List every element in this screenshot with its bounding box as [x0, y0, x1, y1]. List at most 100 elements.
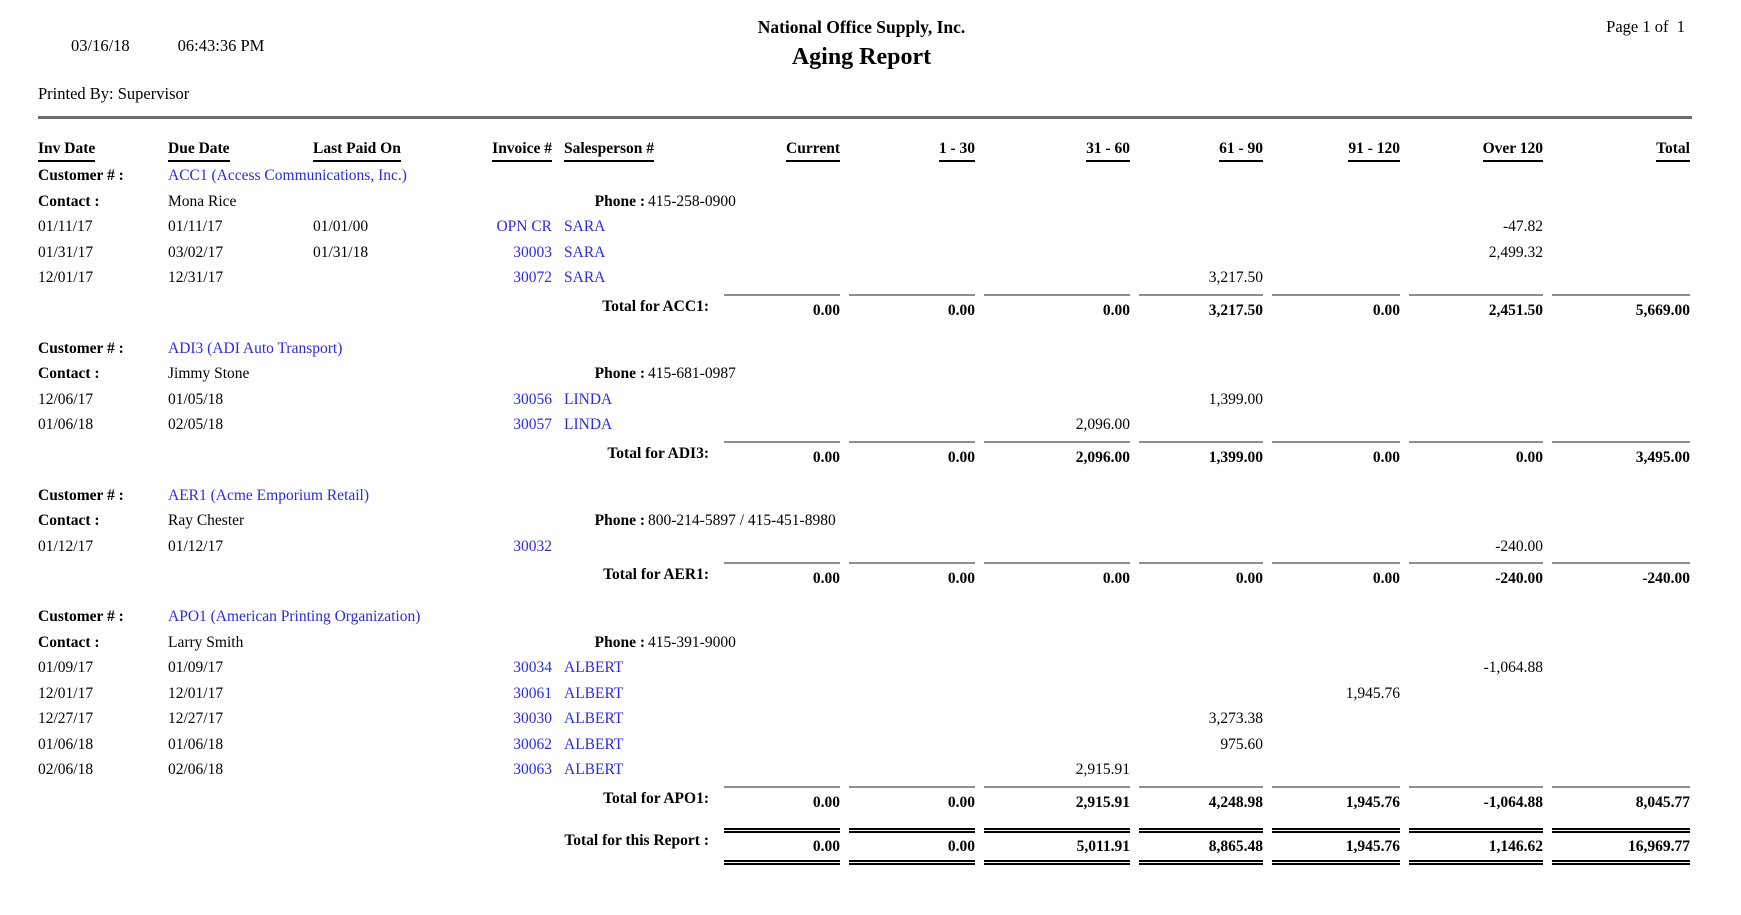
- amount-total: [1543, 732, 1690, 758]
- customer-total-61-90: 0.00: [1139, 562, 1263, 591]
- invoice-number[interactable]: 30003: [513, 243, 552, 261]
- amount-31-60: [975, 387, 1130, 413]
- invoice-number[interactable]: 30061: [513, 684, 552, 702]
- amount-over-120: [1400, 757, 1543, 783]
- inv-date: 02/06/18: [38, 761, 94, 778]
- report-total-total: 16,969.77: [1552, 827, 1690, 865]
- customer-section: Customer # : ACC1 (Access Communications,…: [38, 163, 1741, 323]
- report-total-31-60: 5,011.91: [984, 827, 1130, 865]
- report-total-61-90: 8,865.48: [1139, 827, 1263, 865]
- customer-name[interactable]: ADI3 (ADI Auto Transport): [168, 339, 343, 357]
- customer-name[interactable]: AER1 (Acme Emporium Retail): [168, 486, 370, 504]
- amount-31-60: [975, 534, 1130, 560]
- col-header-91-120: 91 - 120: [1263, 135, 1400, 163]
- salesperson[interactable]: SARA: [564, 218, 606, 235]
- invoice-number[interactable]: 30063: [513, 761, 552, 778]
- amount-current: [715, 412, 840, 438]
- customer-total-1-30: 0.00: [849, 562, 975, 591]
- page-number: Page 1 of 1: [1606, 17, 1685, 36]
- report-total-label: Total for this Report :: [564, 831, 709, 849]
- report-body: Customer # : ACC1 (Access Communications,…: [38, 163, 1741, 815]
- invoice-number[interactable]: 30034: [513, 659, 552, 676]
- customer-total-over-120: -240.00: [1409, 562, 1543, 591]
- amount-31-60: 2,915.91: [1075, 761, 1130, 778]
- amount-61-90: [1130, 534, 1263, 560]
- col-header-31-60: 31 - 60: [975, 135, 1130, 163]
- due-date: 12/31/17: [168, 269, 224, 286]
- customer-total-91-120: 0.00: [1272, 440, 1400, 470]
- amount-91-120: 1,945.76: [1345, 684, 1400, 702]
- amount-current: [715, 387, 840, 413]
- invoice-number[interactable]: 30032: [513, 537, 552, 555]
- salesperson[interactable]: SARA: [564, 243, 606, 261]
- invoice-number[interactable]: OPN CR: [496, 218, 552, 235]
- amount-61-90: [1130, 655, 1263, 681]
- customer-total-row: Total for APO1: 0.00 0.00 2,915.91 4,248.98 1…: [38, 785, 1741, 815]
- salesperson[interactable]: SARA: [564, 269, 606, 286]
- amount-31-60: [975, 706, 1130, 732]
- invoice-row: 01/06/18 01/06/18 30062 ALBERT 975.60: [38, 732, 1741, 758]
- col-header-inv-date: Inv Date: [38, 135, 168, 163]
- amount-31-60: [975, 265, 1130, 291]
- customer-total-total: 8,045.77: [1552, 785, 1690, 815]
- customer-total-label: Total for ADI3:: [607, 444, 709, 462]
- amount-31-60: [975, 732, 1130, 758]
- invoice-row: 01/11/17 01/11/17 01/01/00 OPN CR SARA -47.82: [38, 214, 1741, 240]
- amount-1-30: [840, 706, 975, 732]
- invoice-number[interactable]: 30030: [513, 710, 552, 727]
- customer-total-row: Total for ADI3: 0.00 0.00 2,096.00 1,399.00 0…: [38, 440, 1741, 470]
- inv-date: 01/31/17: [38, 243, 94, 261]
- salesperson[interactable]: ALBERT: [564, 684, 624, 702]
- customer-name[interactable]: APO1 (American Printing Organization): [168, 608, 421, 625]
- contact-label: Contact :: [38, 633, 100, 651]
- contact-label: Contact :: [38, 192, 100, 210]
- salesperson[interactable]: LINDA: [564, 416, 613, 433]
- amount-current: [715, 757, 840, 783]
- salesperson[interactable]: ALBERT: [564, 735, 624, 753]
- amount-61-90: 3,273.38: [1208, 710, 1263, 727]
- amount-91-120: [1263, 534, 1400, 560]
- customer-name[interactable]: ACC1 (Access Communications, Inc.): [168, 167, 407, 184]
- print-info: 03/16/18 06:43:36 PM Printed By: Supervis…: [38, 16, 468, 104]
- salesperson[interactable]: ALBERT: [564, 710, 624, 727]
- inv-date: 12/01/17: [38, 684, 94, 702]
- col-header-total: Total: [1543, 135, 1690, 163]
- phone-value: 415-681-0987: [648, 365, 736, 382]
- amount-total: [1543, 681, 1690, 707]
- invoice-number[interactable]: 30057: [513, 416, 552, 433]
- amount-31-60: [975, 214, 1130, 240]
- col-header-61-90: 61 - 90: [1130, 135, 1263, 163]
- invoice-number[interactable]: 30056: [513, 390, 552, 408]
- invoice-row: 01/12/17 01/12/17 30032 -240.00: [38, 534, 1741, 560]
- invoice-number[interactable]: 30072: [513, 269, 552, 286]
- salesperson[interactable]: LINDA: [564, 390, 613, 408]
- amount-over-120: [1400, 732, 1543, 758]
- last-paid-on: [313, 732, 430, 758]
- customer-total-current: 0.00: [724, 562, 840, 591]
- salesperson[interactable]: ALBERT: [564, 761, 624, 778]
- invoice-number[interactable]: 30062: [513, 735, 552, 753]
- customer-number-label: Customer # :: [38, 339, 124, 357]
- invoice-row: 12/01/17 12/01/17 30061 ALBERT 1,945.76: [38, 681, 1741, 707]
- invoice-row: 01/06/18 02/05/18 30057 LINDA 2,096.00: [38, 412, 1741, 438]
- due-date: 01/11/17: [168, 218, 223, 235]
- due-date: 01/09/17: [168, 659, 224, 676]
- amount-over-120: [1400, 412, 1543, 438]
- printed-by: Printed By: Supervisor: [38, 84, 190, 103]
- amount-61-90: [1130, 681, 1263, 707]
- print-date: 03/16/18: [71, 36, 130, 55]
- amount-91-120: [1263, 214, 1400, 240]
- amount-31-60: [975, 655, 1130, 681]
- report-total-row: Total for this Report : 0.00 0.00 5,011.…: [38, 827, 1741, 865]
- salesperson[interactable]: ALBERT: [564, 659, 624, 676]
- col-header-over-120: Over 120: [1400, 135, 1543, 163]
- customer-line: Customer # : APO1 (American Printing Orga…: [38, 604, 1741, 630]
- amount-current: [715, 265, 840, 291]
- customer-total-current: 0.00: [724, 785, 840, 815]
- contact-name: Jimmy Stone: [168, 365, 250, 382]
- inv-date: 01/12/17: [38, 537, 94, 555]
- customer-total-61-90: 4,248.98: [1139, 785, 1263, 815]
- amount-61-90: 3,217.50: [1208, 269, 1263, 286]
- due-date: 01/12/17: [168, 537, 224, 555]
